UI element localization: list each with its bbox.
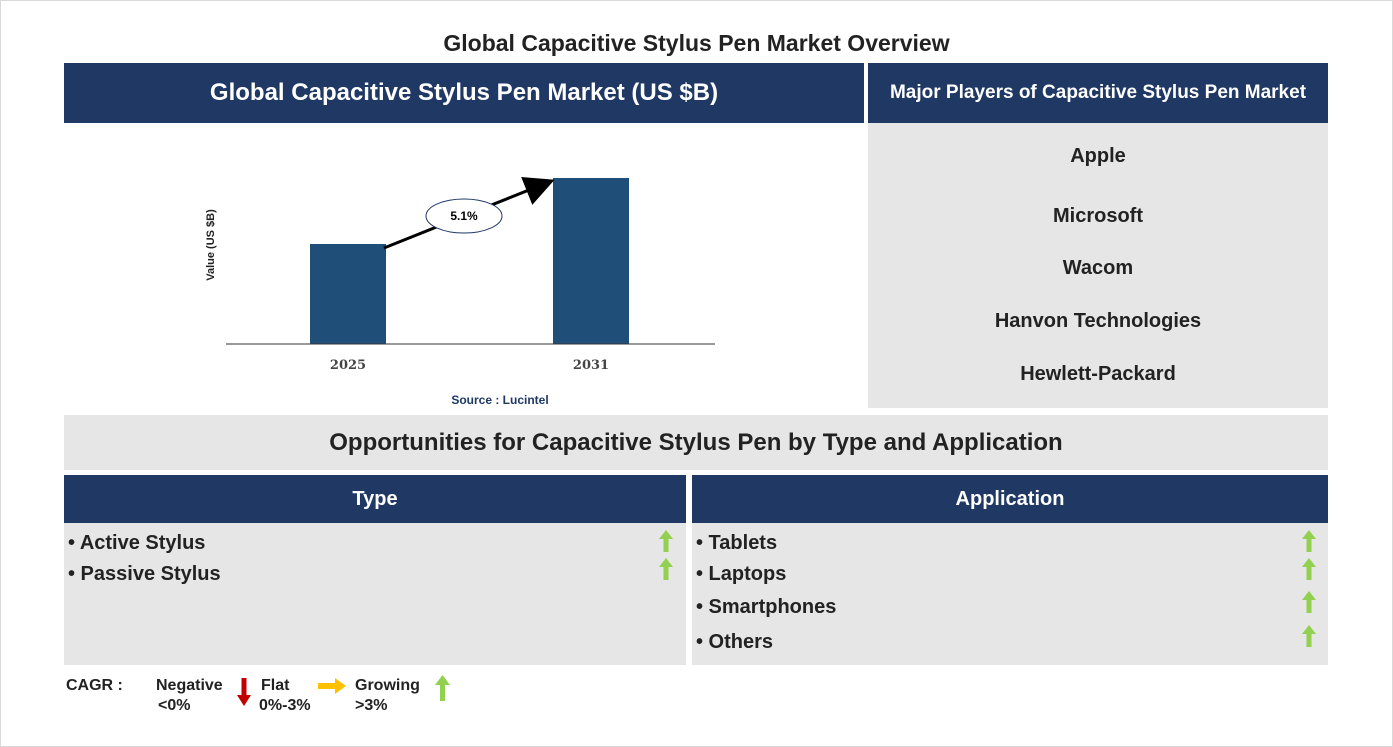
chart-header: Global Capacitive Stylus Pen Market (US … <box>64 63 864 123</box>
legend-flat-range: 0%-3% <box>259 697 311 714</box>
growing-arrow-icon <box>1302 558 1316 580</box>
players-header: Major Players of Capacitive Stylus Pen M… <box>868 63 1328 123</box>
cagr-label: 5.1% <box>450 209 478 223</box>
y-axis-label: Value (US $B) <box>205 209 217 281</box>
app-item-tablets: • Tablets <box>696 532 778 554</box>
app-item-laptops: • Laptops <box>696 563 787 585</box>
bar-2025 <box>310 244 386 344</box>
player-microsoft: Microsoft <box>1053 205 1143 227</box>
legend-growing-range: >3% <box>355 697 388 714</box>
type-panel: • Active Stylus • Passive Stylus <box>64 523 686 665</box>
app-item-others: • Others <box>696 631 774 653</box>
growing-arrow-icon <box>1302 591 1316 613</box>
legend-cagr-label: CAGR : <box>66 677 123 694</box>
chart-source: Source : Lucintel <box>451 393 548 407</box>
player-hanvon: Hanvon Technologies <box>994 310 1202 332</box>
application-panel: • Tablets • Laptops • Smartphones • Othe… <box>692 523 1328 665</box>
player-apple: Apple <box>1070 145 1126 167</box>
market-bar-chart: Value (US $B) 5.1% 2025 2031 Source : Lu… <box>205 176 715 407</box>
growing-arrow-icon <box>1302 530 1316 552</box>
growing-arrow-icon <box>659 558 673 580</box>
players-panel: Apple Microsoft Wacom Hanvon Technologie… <box>868 123 1328 408</box>
player-hp: Hewlett-Packard <box>1020 363 1176 385</box>
negative-arrow-icon <box>237 678 251 706</box>
legend-growing: Growing <box>355 677 420 694</box>
player-wacom: Wacom <box>1062 257 1134 279</box>
type-header: Type <box>64 475 686 523</box>
application-header: Application <box>692 475 1328 523</box>
app-item-smartphones: • Smartphones <box>696 596 837 618</box>
growing-arrow-icon <box>435 675 450 701</box>
legend-negative: Negative <box>156 677 223 694</box>
growing-arrow-icon <box>1302 625 1316 647</box>
legend-negative-range: <0% <box>158 697 191 714</box>
type-item-passive-stylus: • Passive Stylus <box>68 563 221 585</box>
flat-arrow-icon <box>318 678 346 694</box>
opportunities-banner: Opportunities for Capacitive Stylus Pen … <box>64 415 1328 470</box>
cagr-bubble <box>425 198 503 234</box>
type-item-active-stylus: • Active Stylus <box>68 532 206 554</box>
legend-flat: Flat <box>261 677 290 694</box>
bar-2031 <box>553 178 629 344</box>
x-tick-2025: 2025 <box>330 358 366 373</box>
x-tick-2031: 2031 <box>573 358 609 373</box>
growing-arrow-icon <box>659 530 673 552</box>
page-title: Global Capacitive Stylus Pen Market Over… <box>443 30 950 56</box>
